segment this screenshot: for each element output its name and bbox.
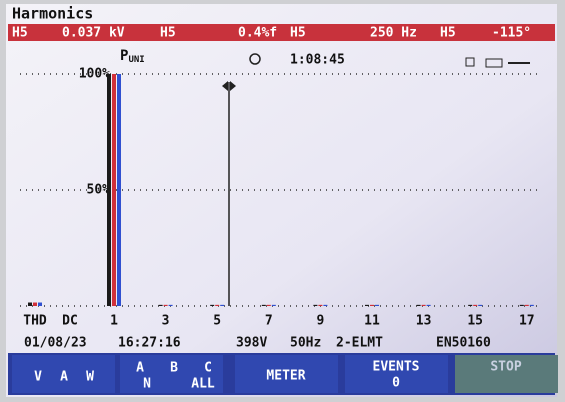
bar bbox=[524, 304, 529, 306]
x-tick-label: 11 bbox=[364, 314, 380, 329]
status-field: 2-ELMT bbox=[336, 336, 383, 351]
bar bbox=[426, 304, 431, 306]
x-tick-label: 7 bbox=[265, 314, 273, 329]
reading: H5 bbox=[12, 26, 28, 41]
x-tick-label: 5 bbox=[213, 314, 221, 329]
softkey-label: ALL bbox=[191, 377, 215, 392]
x-tick-label: 15 bbox=[467, 314, 483, 329]
softkey-label: V bbox=[34, 370, 42, 385]
status-icons bbox=[465, 57, 530, 68]
bar bbox=[28, 302, 32, 306]
softkey[interactable] bbox=[12, 355, 115, 393]
bar bbox=[519, 304, 524, 306]
y-tick-label: 100% bbox=[79, 67, 110, 82]
softkey-label: N bbox=[143, 377, 151, 392]
bar bbox=[468, 304, 473, 306]
x-tick-label: 9 bbox=[316, 314, 324, 329]
bar bbox=[220, 304, 225, 306]
softkey-label: EVENTS bbox=[373, 360, 420, 375]
softkey[interactable] bbox=[235, 355, 338, 393]
bar bbox=[33, 302, 37, 306]
softkey-label: W bbox=[86, 370, 94, 385]
x-tick-label: 1 bbox=[110, 314, 118, 329]
bar bbox=[168, 304, 173, 306]
status-field: 50Hz bbox=[290, 336, 321, 351]
x-tick-label: 13 bbox=[416, 314, 432, 329]
bar bbox=[370, 304, 374, 306]
bar bbox=[271, 304, 276, 306]
status-row: 01/08/23 16:27:16 398V 50Hz 2-ELMT EN50160 bbox=[24, 336, 491, 351]
readings: H5 0.037 kV H5 0.4%f H5 250 Hz H5 -115° bbox=[12, 26, 531, 41]
reading: 250 Hz bbox=[370, 26, 417, 41]
reading-bar bbox=[8, 24, 555, 41]
x-tick-label: 17 bbox=[519, 314, 535, 329]
title: Harmonics bbox=[12, 5, 93, 23]
status-field: 16:27:16 bbox=[118, 336, 181, 351]
reading: 0.4%f bbox=[238, 26, 277, 41]
bar bbox=[421, 304, 426, 306]
softkey-label: A bbox=[136, 361, 144, 376]
bar bbox=[163, 304, 168, 306]
bar bbox=[112, 74, 116, 306]
bar bbox=[318, 304, 323, 306]
softkey-label: STOP bbox=[490, 360, 521, 375]
bar bbox=[38, 302, 42, 306]
softkey-label: A bbox=[60, 370, 68, 385]
bar bbox=[158, 304, 163, 306]
x-tick-label: THD bbox=[23, 314, 47, 329]
bar bbox=[478, 304, 483, 306]
reading: -115° bbox=[492, 26, 531, 41]
reading: H5 bbox=[160, 26, 176, 41]
bar bbox=[323, 304, 328, 306]
reading: H5 bbox=[290, 26, 306, 41]
bar bbox=[261, 304, 266, 306]
bar bbox=[107, 74, 111, 306]
y-label-sub: UNI bbox=[128, 55, 144, 65]
cursor-arrow bbox=[230, 81, 236, 91]
icon bbox=[485, 58, 503, 68]
y-label-main: P bbox=[120, 48, 128, 64]
x-tick-label: 3 bbox=[162, 314, 170, 329]
bar bbox=[313, 304, 318, 306]
clock-icon bbox=[249, 53, 261, 65]
softkey-label: 0 bbox=[392, 376, 400, 391]
softkey-label: C bbox=[204, 361, 212, 376]
bar bbox=[215, 304, 220, 306]
bar bbox=[375, 304, 379, 306]
screen bbox=[6, 4, 557, 397]
bar bbox=[117, 74, 121, 306]
bar bbox=[529, 304, 534, 306]
bar bbox=[365, 304, 369, 306]
x-tick-label: DC bbox=[62, 314, 78, 329]
softkey[interactable] bbox=[345, 355, 448, 393]
softkey-label: B bbox=[170, 361, 178, 376]
reading: 0.037 kV bbox=[62, 26, 125, 41]
status-field: 01/08/23 bbox=[24, 336, 87, 351]
bar bbox=[416, 304, 421, 306]
y-label: PUNI bbox=[120, 48, 145, 65]
reading: H5 bbox=[440, 26, 456, 41]
harmonics-chart: 100%50%THD DC 1 3 5 7 9 11 13 15 17 bbox=[20, 67, 540, 329]
softkey-label: METER bbox=[266, 369, 305, 384]
status-field: 398V bbox=[236, 336, 267, 351]
softkey[interactable] bbox=[120, 355, 223, 393]
cursor-arrow bbox=[222, 81, 228, 91]
softkey[interactable] bbox=[455, 355, 558, 393]
cursor-time: 1:08:45 bbox=[290, 53, 345, 68]
status-field: EN50160 bbox=[436, 336, 491, 351]
bar bbox=[266, 304, 271, 306]
icon bbox=[465, 57, 475, 67]
bar bbox=[473, 304, 478, 306]
bar bbox=[210, 304, 215, 306]
